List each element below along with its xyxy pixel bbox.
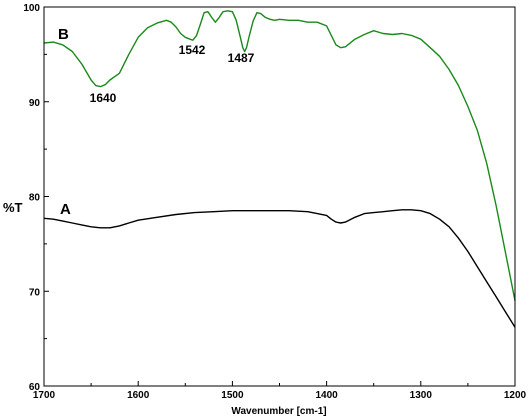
x-axis-ticks: 1700 1600 1500 1400 1300 1200 — [33, 381, 527, 401]
y-tick-label: 60 — [29, 382, 41, 393]
y-tick-label: 70 — [29, 287, 41, 298]
plot-frame — [43, 6, 516, 387]
x-tick-label: 1500 — [221, 390, 244, 401]
y-tick-label: 80 — [29, 193, 41, 204]
x-axis-label: Wavenumber [cm-1] — [231, 406, 326, 417]
series-lines — [43, 10, 516, 328]
series-line-a — [43, 209, 516, 328]
peak-label-1640: 1640 — [90, 91, 117, 105]
x-tick-label: 1400 — [315, 390, 338, 401]
series-label-a: A — [60, 201, 71, 218]
x-tick-label: 1700 — [33, 390, 56, 401]
x-tick-label: 1300 — [410, 390, 433, 401]
y-axis-label: %T — [3, 200, 23, 215]
y-axis-ticks: 60 70 80 90 100 — [23, 3, 49, 393]
x-tick-label: 1200 — [504, 390, 527, 401]
y-tick-label: 100 — [23, 3, 40, 14]
series-label-b: B — [58, 26, 69, 43]
x-tick-label: 1600 — [127, 390, 150, 401]
peak-label-1487: 1487 — [228, 51, 255, 65]
series-line-b — [43, 10, 516, 301]
y-tick-label: 90 — [29, 98, 41, 109]
peak-label-1542: 1542 — [179, 43, 206, 57]
